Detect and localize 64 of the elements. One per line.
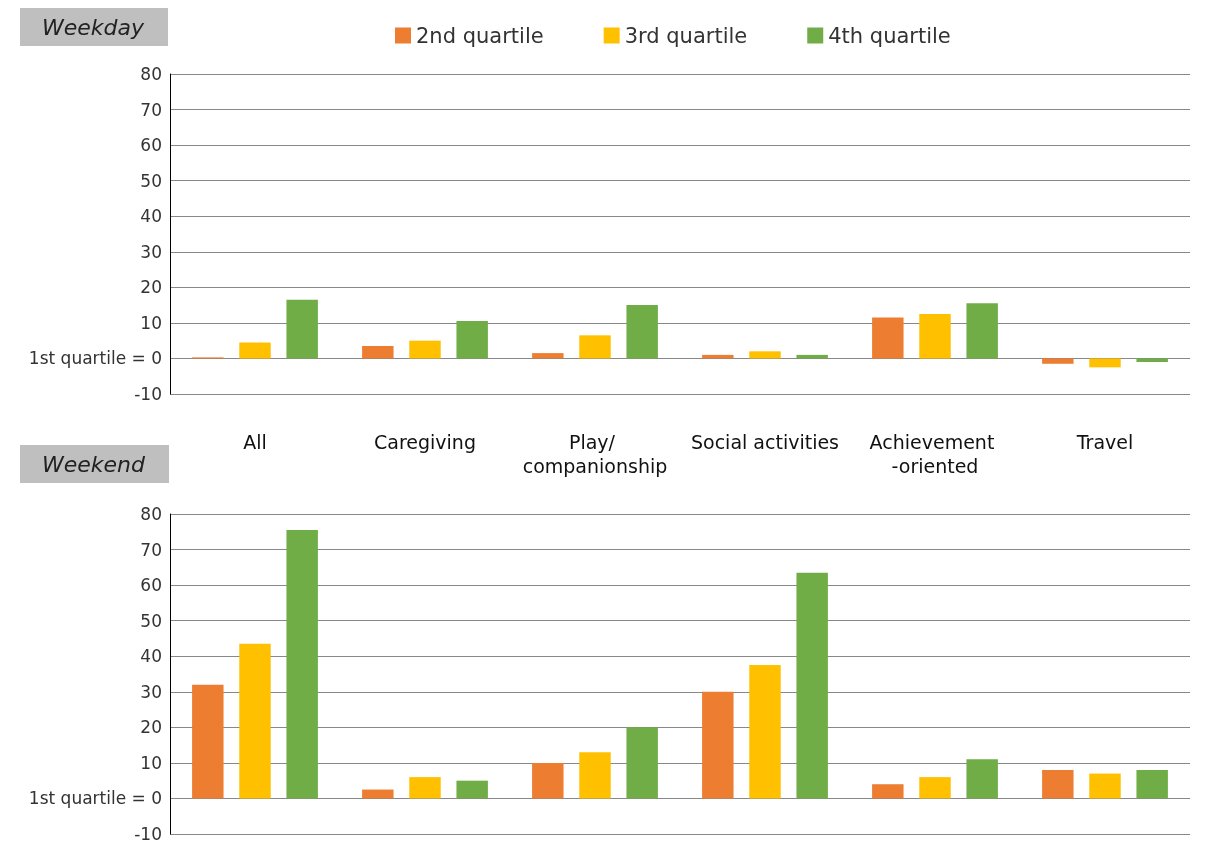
x-tick-label: Caregiving: [374, 431, 476, 453]
chart-title: Weekday: [42, 14, 146, 40]
y-tick-label: 60: [140, 135, 162, 156]
bar: [1042, 770, 1074, 799]
bar: [1136, 358, 1168, 362]
y-tick-label: 10: [140, 312, 162, 333]
bar: [192, 684, 224, 799]
bar: [626, 305, 658, 359]
y-tick-label: 80: [140, 504, 162, 524]
y-tick-label: -10: [134, 384, 162, 404]
bar: [1042, 358, 1074, 364]
y-tick-label: 60: [140, 575, 162, 596]
bar: [579, 335, 611, 359]
y-tick-label: 50: [140, 170, 162, 191]
bar: [239, 643, 271, 799]
bar: [409, 340, 441, 359]
bar: [362, 346, 394, 359]
bar: [1136, 770, 1168, 799]
bar: [796, 572, 828, 799]
y-tick-label: 20: [140, 717, 162, 738]
y-tick-label: 70: [140, 99, 162, 120]
y-tick-label: 30: [140, 241, 162, 262]
bar: [1089, 358, 1121, 368]
x-tick-label: Social activities: [690, 431, 840, 453]
bar: [966, 303, 998, 359]
y-tick-label: 80: [140, 64, 162, 84]
bar: [1089, 773, 1121, 799]
bar: [579, 752, 611, 799]
x-tick-label: All: [243, 431, 267, 453]
x-tick-label: Achievement -oriented: [869, 431, 1001, 477]
legend-label: 2nd quartile: [416, 23, 544, 48]
bar: [872, 317, 904, 359]
x-tick-label: Travel: [1075, 431, 1134, 453]
bar: [749, 665, 781, 799]
x-tick-label: Play/ companionship: [522, 431, 668, 477]
bar: [362, 789, 394, 799]
bar: [456, 321, 488, 359]
bar: [532, 353, 564, 359]
y-tick-label: 20: [140, 277, 162, 298]
y-tick-label: 50: [140, 610, 162, 631]
bar: [749, 351, 781, 359]
bar: [966, 759, 998, 799]
bar: [532, 762, 564, 799]
y-tick-label: 70: [140, 539, 162, 560]
bar: [239, 342, 271, 359]
y-tick-label: 30: [140, 681, 162, 702]
y-tick-label: 40: [140, 206, 162, 227]
legend-label: 4th quartile: [828, 23, 951, 48]
bar: [286, 530, 318, 799]
bar: [409, 777, 441, 799]
bar: [919, 777, 951, 799]
legend-label: 3rd quartile: [624, 23, 748, 48]
y-tick-label: -10: [134, 824, 162, 844]
bar: [919, 314, 951, 359]
bar: [286, 299, 318, 359]
y-tick-label: 1st quartile = 0: [28, 788, 162, 809]
y-tick-label: 10: [140, 752, 162, 773]
y-tick-label: 1st quartile = 0: [28, 348, 162, 369]
y-tick-label: 40: [140, 646, 162, 667]
bar: [626, 727, 658, 799]
bar: [702, 691, 734, 799]
bar: [456, 780, 488, 799]
bar: [872, 784, 904, 799]
chart-title: Weekend: [42, 451, 147, 477]
